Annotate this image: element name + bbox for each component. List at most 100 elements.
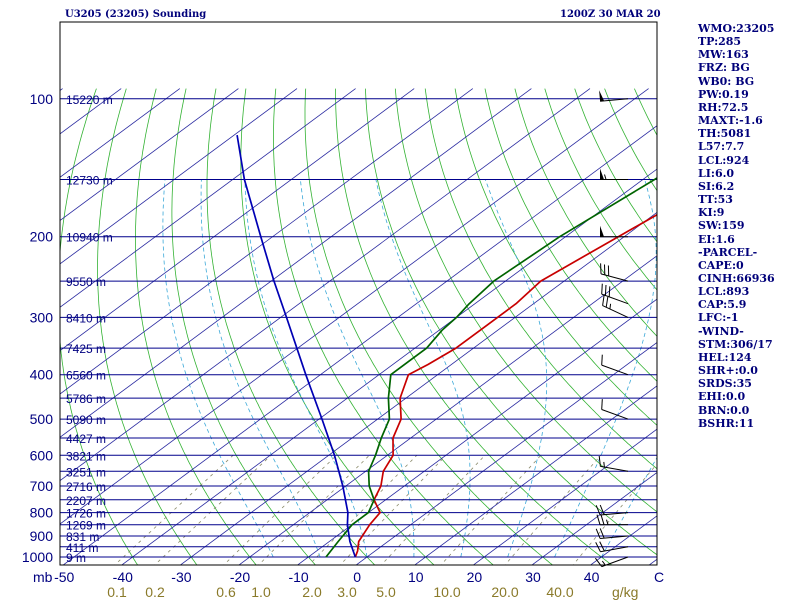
height-label: 5786 m xyxy=(66,392,106,406)
temperature-tick-label: 10 xyxy=(408,569,424,585)
stability-index: CAP:5.9 xyxy=(698,298,747,312)
profile-line xyxy=(354,213,657,558)
temperature-tick-label: -30 xyxy=(171,569,191,585)
mixing-ratio-label: 3.0 xyxy=(337,584,357,600)
wind-barb xyxy=(602,295,629,318)
stability-index: SRDS:35 xyxy=(698,377,752,391)
barb-staff xyxy=(600,465,629,472)
mixing-ratio-label: 0.1 xyxy=(107,584,127,600)
mixing-ratio-label: 0.2 xyxy=(145,584,165,600)
moist-adiabat xyxy=(300,179,415,557)
stability-index: RH:72.5 xyxy=(698,100,749,114)
temperature-tick-label: -40 xyxy=(113,569,133,585)
height-label: 3821 m xyxy=(66,449,106,463)
stability-index: TH:5081 xyxy=(698,127,752,141)
isotherm xyxy=(179,211,657,565)
dry-adiabat xyxy=(304,88,554,565)
barb-full xyxy=(595,542,601,552)
stability-index: HEL:124 xyxy=(698,350,752,364)
barb-full xyxy=(601,283,603,295)
moist-adiabat xyxy=(200,179,321,558)
barb-full xyxy=(596,514,601,525)
stability-index: TT:53 xyxy=(698,193,733,207)
wind-barb xyxy=(596,514,629,526)
mixing-ratio-line xyxy=(223,455,337,565)
barb-full xyxy=(602,295,605,306)
dry-adiabat xyxy=(171,88,316,565)
height-label: 1726 m xyxy=(66,507,106,521)
dry-adiabat xyxy=(424,88,657,470)
barb-full xyxy=(599,541,605,552)
barb-full xyxy=(600,514,605,525)
pressure-tick-label: 600 xyxy=(30,447,54,463)
isotherm xyxy=(121,168,657,565)
stability-index: SI:6.2 xyxy=(698,179,735,193)
stability-index: SHR+:0.0 xyxy=(698,364,758,378)
stability-index-list: WMO:23205 TP:285 MW:163 FRZ: BG WB0: BG PW:0.… xyxy=(698,22,798,430)
isotherm xyxy=(60,88,649,525)
profile-line xyxy=(325,177,657,558)
stability-index: CINH:66936 xyxy=(698,271,775,285)
diagram-grid xyxy=(60,88,657,565)
mixing-ratio-label: 1.0 xyxy=(251,584,271,600)
temperature-tick-label: -20 xyxy=(230,569,250,585)
dry-adiabat xyxy=(60,88,139,565)
mixing-ratio-label: 5.0 xyxy=(376,584,396,600)
isotherm xyxy=(472,428,657,565)
isotherm xyxy=(531,472,657,565)
dry-adiabat xyxy=(394,88,657,513)
stability-index: SW:159 xyxy=(698,219,745,233)
height-label: 7425 m xyxy=(66,342,106,356)
isotherm xyxy=(60,88,591,482)
pressure-tick-label: 400 xyxy=(30,367,54,383)
stability-index: STM:306/17 xyxy=(698,337,773,351)
dry-adiabat xyxy=(335,88,613,565)
dry-adiabat xyxy=(514,88,657,337)
barb-staff xyxy=(602,305,629,318)
stability-index: BSHR:11 xyxy=(698,416,755,430)
barb-staff xyxy=(600,535,629,539)
plot-frame xyxy=(59,21,658,566)
temperature-tick-label: 30 xyxy=(525,569,541,585)
mixing-ratio-label: 10.0 xyxy=(433,584,460,600)
barb-staff xyxy=(601,293,629,305)
mixing-ratio-label: 20.0 xyxy=(491,584,518,600)
wind-barb xyxy=(601,354,629,376)
mixing-ratio-line xyxy=(380,455,486,565)
moist-adiabat xyxy=(244,179,368,558)
height-label: 9550 m xyxy=(66,275,106,289)
barb-full xyxy=(604,284,607,296)
barb-staff xyxy=(600,98,629,102)
isotherm xyxy=(60,88,415,352)
pressure-tick-label: 700 xyxy=(30,478,54,494)
stability-index: LCL:893 xyxy=(698,285,750,299)
temperature-tick-label: 20 xyxy=(467,569,483,585)
dry-adiabat xyxy=(484,88,657,382)
stability-index: LI:6.0 xyxy=(698,166,735,180)
wind-barb xyxy=(601,283,629,305)
wind-barb xyxy=(601,399,629,420)
isotherm xyxy=(60,88,356,308)
mixing-ratio-line xyxy=(339,455,447,565)
isotherm xyxy=(60,88,298,265)
dry-adiabat xyxy=(365,88,657,556)
profile-line xyxy=(236,134,357,558)
barb-staff xyxy=(600,546,629,553)
pressure-tick-label: 200 xyxy=(30,229,54,245)
stability-index: MW:163 xyxy=(698,48,749,62)
isotherm xyxy=(60,88,239,222)
moist-adiabat xyxy=(554,179,657,558)
pressure-tick-label: 500 xyxy=(30,411,54,427)
stability-index: CAPE:0 xyxy=(698,258,744,272)
stability-index: LCL:924 xyxy=(698,153,750,167)
barb-full xyxy=(599,504,605,515)
stability-index: TP:285 xyxy=(698,35,742,49)
height-label: 4427 m xyxy=(66,432,106,446)
barb-full xyxy=(605,296,609,308)
height-label: 15220 m xyxy=(66,93,113,107)
mixing-ratio-line xyxy=(504,455,602,565)
valid-time: 1200Z 30 MAR 20 xyxy=(560,9,661,20)
barb-half xyxy=(603,461,605,468)
barb-staff xyxy=(600,273,629,282)
